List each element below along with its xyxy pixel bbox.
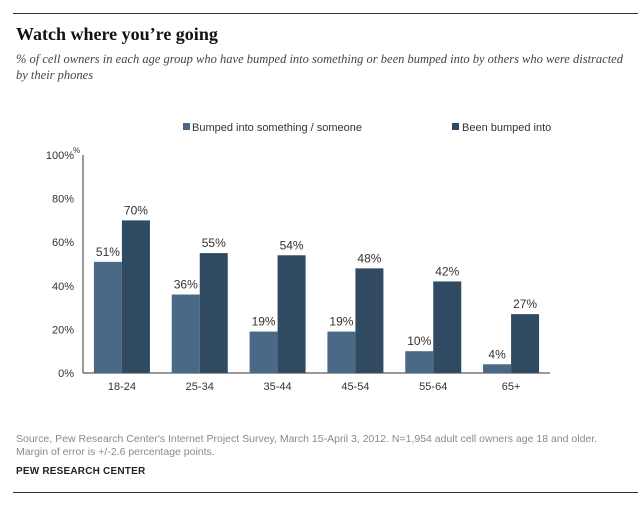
y-unit-marker: % [73,146,80,155]
bar-been-bumped-65+ [511,314,540,373]
data-label: 42% [435,264,459,278]
legend-label: Bumped into something / someone [192,122,362,134]
bar-bumped-into-18-24 [93,261,122,373]
bar-been-bumped-55-64 [433,281,462,373]
legend-swatch [183,123,190,130]
bar-bumped-into-65+ [483,364,512,373]
bar-bumped-into-35-44 [249,331,278,373]
bar-bumped-into-45-54 [327,331,356,373]
data-label: 4% [488,347,506,361]
data-label: 70% [124,203,148,217]
x-tick-label: 55-64 [419,381,447,393]
data-label: 51% [96,245,120,259]
y-tick-label: 20% [52,324,74,336]
y-tick-label: 80% [52,194,74,206]
data-label: 19% [329,315,353,329]
top-rule [13,13,638,14]
chart-title: Watch where you’re going [16,24,218,44]
source-note: Source, Pew Research Center's Internet P… [16,433,598,458]
bar-bumped-into-55-64 [405,351,434,373]
data-label: 48% [357,251,381,265]
credit-label: PEW RESEARCH CENTER [16,466,146,477]
x-tick-label: 25-34 [186,381,214,393]
data-label: 36% [174,278,198,292]
data-label: 19% [252,315,276,329]
chart-subtitle: % of cell owners in each age group who h… [16,52,623,82]
y-tick-label: 0% [58,368,74,380]
bar-been-bumped-25-34 [199,253,228,373]
bar-been-bumped-45-54 [355,268,384,373]
x-tick-label: 65+ [502,381,521,393]
bar-bumped-into-25-34 [171,294,200,373]
y-tick-label: 60% [52,237,74,249]
x-tick-label: 18-24 [108,381,136,393]
x-tick-label: 35-44 [264,381,292,393]
y-tick-label: 100% [46,150,74,162]
data-label: 55% [202,236,226,250]
data-label: 27% [513,297,537,311]
data-label: 10% [407,334,431,348]
bar-been-bumped-18-24 [121,220,150,373]
bottom-rule [13,492,638,493]
x-tick-label: 45-54 [341,381,369,393]
legend-swatch [452,123,459,130]
legend-label: Been bumped into [462,122,551,134]
y-tick-label: 40% [52,281,74,293]
data-label: 54% [280,238,304,252]
bar-been-bumped-35-44 [277,255,306,373]
